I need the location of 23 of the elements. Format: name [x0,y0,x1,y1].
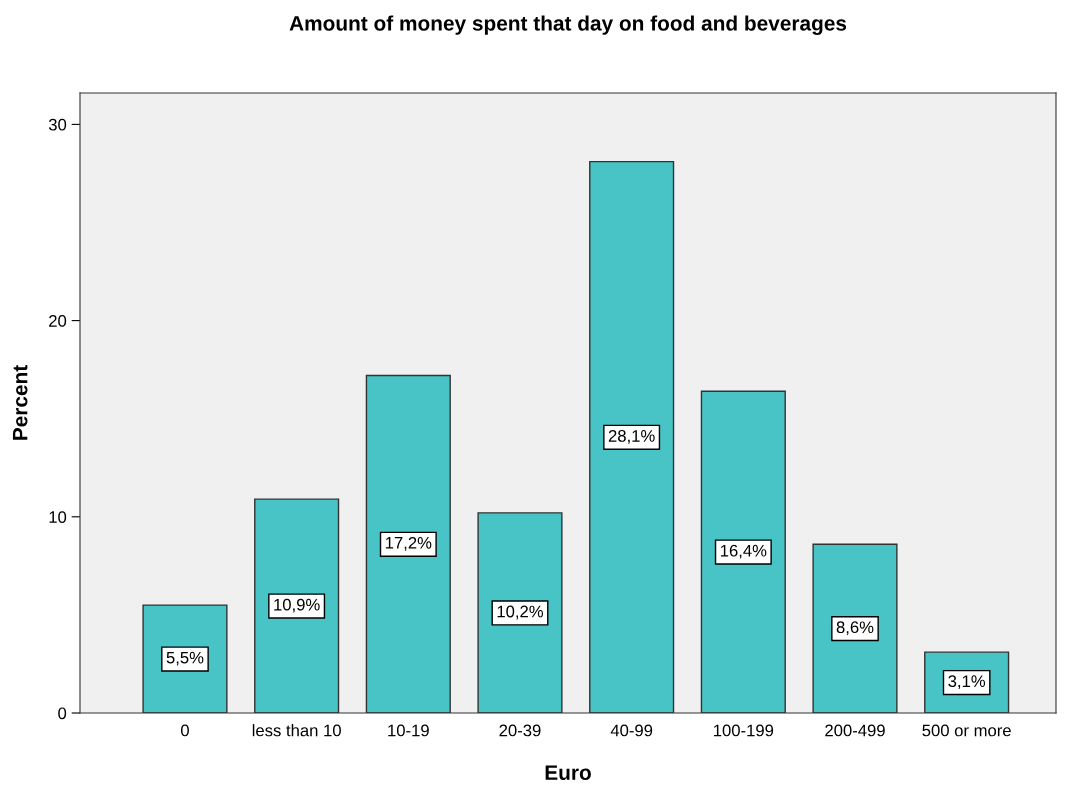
data-label: 5,5% [166,651,204,666]
y-axis-title: Percent [12,365,28,440]
x-tick-label: 10-19 [388,724,429,737]
x-tick-label: 100-199 [714,724,774,737]
data-label: 8,6% [836,621,874,636]
data-label: 10,9% [274,598,320,613]
x-tick-label: less than 10 [252,724,341,737]
data-label: 10,2% [497,605,544,620]
y-tick-label: 30 [48,118,67,131]
x-tick-label: 500 or more [922,724,1011,737]
y-tick-label: 10 [49,511,67,523]
data-label: 16,4% [720,544,767,559]
x-tick-label: 0 [180,724,189,737]
data-label: 28,1% [608,430,655,444]
x-axis-title: Euro [545,765,591,780]
data-label: 3,1% [948,675,986,690]
data-label: 17,2% [385,536,432,551]
x-tick-label: 200-499 [825,724,885,737]
x-tick-label: 20-39 [499,724,541,737]
y-tick-label: 0 [58,707,67,720]
chart-title: Amount of money spent that day on food and beverages [289,15,847,35]
x-tick-label: 40-99 [610,724,653,737]
y-tick-label: 20 [49,315,67,327]
